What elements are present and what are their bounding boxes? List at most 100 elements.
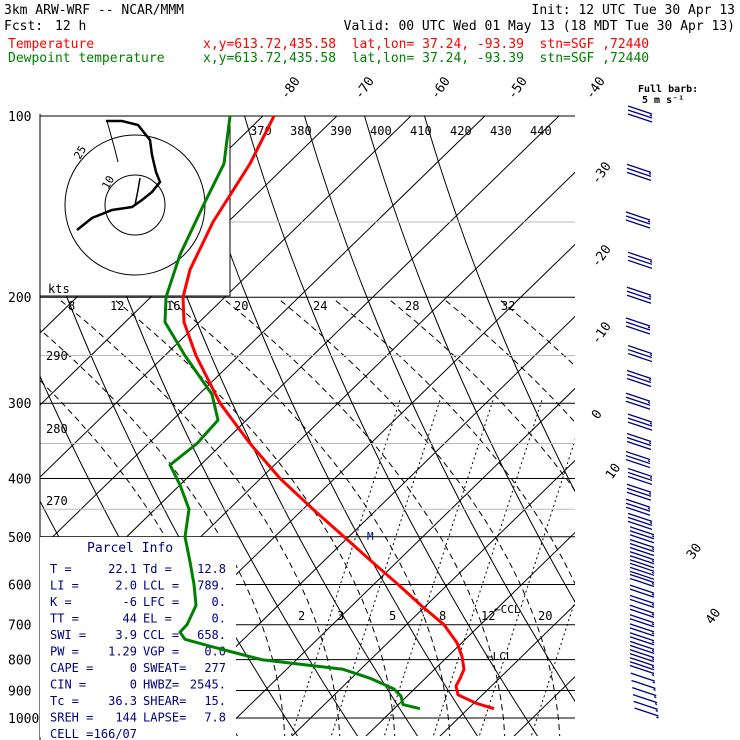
wind-barb [654,703,658,706]
parcel-key: HWBZ= [143,678,179,692]
parcel-key: T = [50,562,72,576]
wind-barb-flag [629,555,655,565]
isotherm-label: -60 [428,74,454,102]
parcel-value: 7.8 [204,711,226,725]
wind-barb-flag [629,546,655,557]
moist-adiabats [40,299,575,736]
wind-barb-flag [626,286,652,296]
hodo-speed-label: 8 [68,299,75,313]
wind-barb [651,571,655,574]
moist-adiabat-line [169,299,451,736]
parcel-value: 22.1 [108,562,137,576]
hodo-speed-label: 16 [166,299,180,313]
wind-barb-flag [625,219,651,229]
wind-barb [647,401,651,404]
isotherm-line [40,116,412,478]
moist-adiabat-line [279,299,561,736]
wind-barb-flag [627,109,653,119]
parcel-value: 277 [204,661,226,675]
temp-legend-info: x,y=613.72,435.58 lat,lon= 37.24, -93.39… [203,37,649,52]
wind-barb-flag [629,657,655,667]
wind-barb-flag [625,215,651,225]
pressure-tick-label: 800 [8,654,31,669]
wind-barb [649,422,653,425]
wind-barb [648,295,652,298]
wind-barb-flag [627,344,653,355]
mixing-ratio-label: 20 [538,609,552,623]
series-line [163,115,421,711]
wind-barb-flag [627,413,653,423]
isotherm-line [584,0,740,740]
parcel-key: CCL = [143,628,179,642]
model-title: 3km ARW-WRF -- NCAR/MMM [4,3,184,18]
wind-barb-flag [627,259,653,269]
wind-barb [652,681,656,684]
wind-barb-flag [630,672,655,682]
parcel-value: 36.3 [108,694,137,708]
wind-barb-flag [627,467,653,478]
hodo-ring-inner [104,174,166,236]
wind-barb [656,716,659,719]
isotherm-line [40,116,486,550]
wind-barb-flag [626,432,652,443]
wind-barb-flag [629,584,655,594]
parcel-key: Td = [143,562,172,576]
moist-adiabat-line [114,299,396,736]
wind-barb [647,507,651,510]
parcel-key: PW = [50,645,79,659]
wind-barb-flag [626,369,652,380]
wind-barbs [625,105,659,719]
isotherm-line [439,603,575,736]
wind-barb-flag [629,559,655,569]
parcel-key: K = [50,595,72,609]
isotherm-label: 0 [589,407,606,422]
wind-barb-flag [629,530,655,540]
parcel-key: SWEAT= [143,661,186,675]
wind-barb-flag [629,542,655,553]
wind-barb-flag [625,396,651,406]
wind-barb-flag [629,618,655,628]
hodo-speed-label: 12 [110,299,124,313]
parcel-value: 44 [123,612,137,626]
isotherm-label: -50 [505,74,531,102]
moist-adiabat-line [224,299,506,736]
series-line [181,115,495,711]
dry-adiabat-line [244,116,538,736]
pressure-tick-label: 400 [8,472,31,487]
wind-barb-flag [627,475,653,486]
theta-label: 290 [46,349,68,363]
m-marker: M [367,530,374,543]
wind-barb-flag [629,636,655,646]
wind-barb [648,172,652,175]
isotherm-line [217,387,575,736]
wind-barb-flag [629,632,655,642]
wind-barb-flag [631,679,656,690]
wind-barb [651,582,655,586]
hodograph: 10 25 kts [39,115,231,297]
parcel-value: 0 [130,661,137,675]
fcst-label: Fcst: [4,19,43,34]
isotherm-label: -20 [589,242,615,270]
init-time: Init: 12 UTC Tue 30 Apr 13 [532,3,736,18]
wind-barb-flag [625,498,651,508]
parcel-key: SWI = [50,628,86,642]
wind-barb-flag [626,373,652,384]
sounding-series [163,115,495,711]
dry-adiabat-line [304,116,575,703]
pressure-tick-label: 1000 [8,712,39,727]
wind-barb-flag [629,640,655,650]
dry-adiabat-line [364,116,575,603]
theta-label: 430 [490,124,512,138]
wind-barb-flag [625,317,651,327]
mixing-ratio-lines [290,399,575,736]
parcel-value: 0. [212,595,226,609]
wind-barb-flag [629,661,655,671]
isotherm-line [143,315,575,736]
wind-barb [653,688,656,692]
wind-barb-flag [626,377,652,388]
wind-barb [651,658,655,661]
wind-barb [655,709,659,712]
theta-label: 390 [330,124,352,138]
parcel-key: SHEAR= [143,694,186,708]
wind-barb-flag [629,570,655,580]
